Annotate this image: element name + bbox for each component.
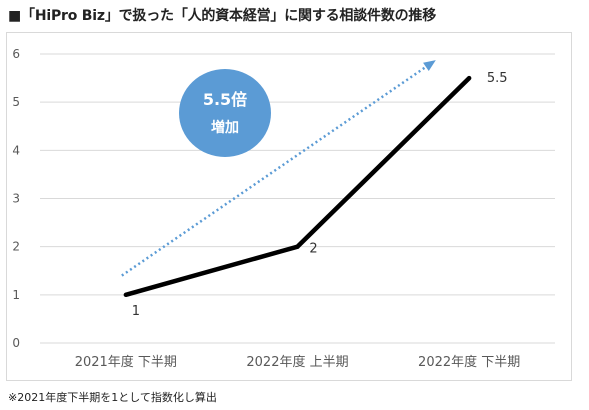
data-label: 1 [132,304,140,319]
data-labels: 125.5 [132,71,508,319]
gridlines [40,53,555,344]
y-tick-label: 6 [12,47,20,61]
trend-arrow-head [423,60,436,72]
data-label: 5.5 [487,71,508,86]
y-tick-label: 5 [12,95,20,109]
data-point [295,244,300,249]
y-tick-label: 2 [12,240,20,254]
series-line [125,76,471,297]
data-point [123,292,129,298]
chart-area [6,32,572,381]
y-tick-label: 4 [12,143,20,157]
y-tick-label: 3 [12,192,20,206]
y-tick-label: 1 [12,288,20,302]
growth-badge-value: 5.5倍 [203,90,247,109]
data-label: 2 [309,242,317,257]
series [123,75,472,298]
data-point [466,75,472,81]
growth-badge-caption: 増加 [211,119,239,136]
x-tick-label: 2022年度 下半期 [418,354,520,370]
trend-arrow-line [121,60,435,277]
y-axis-ticks: 0 1 2 3 4 5 6 [12,47,20,350]
trend-arrow [121,60,436,277]
growth-badge-circle [179,69,271,157]
footnote: ※2021年度下半期を1として指数化し算出 [8,391,217,404]
x-axis-ticks: 2021年度 下半期 2022年度 上半期 2022年度 下半期 [75,354,521,370]
x-tick-label: 2022年度 上半期 [246,354,348,370]
y-tick-label: 0 [12,336,20,350]
page-title: ■「HiPro Biz」で扱った「人的資本経営」に関する相談件数の推移 [8,8,437,24]
x-tick-label: 2021年度 下半期 [75,354,177,370]
